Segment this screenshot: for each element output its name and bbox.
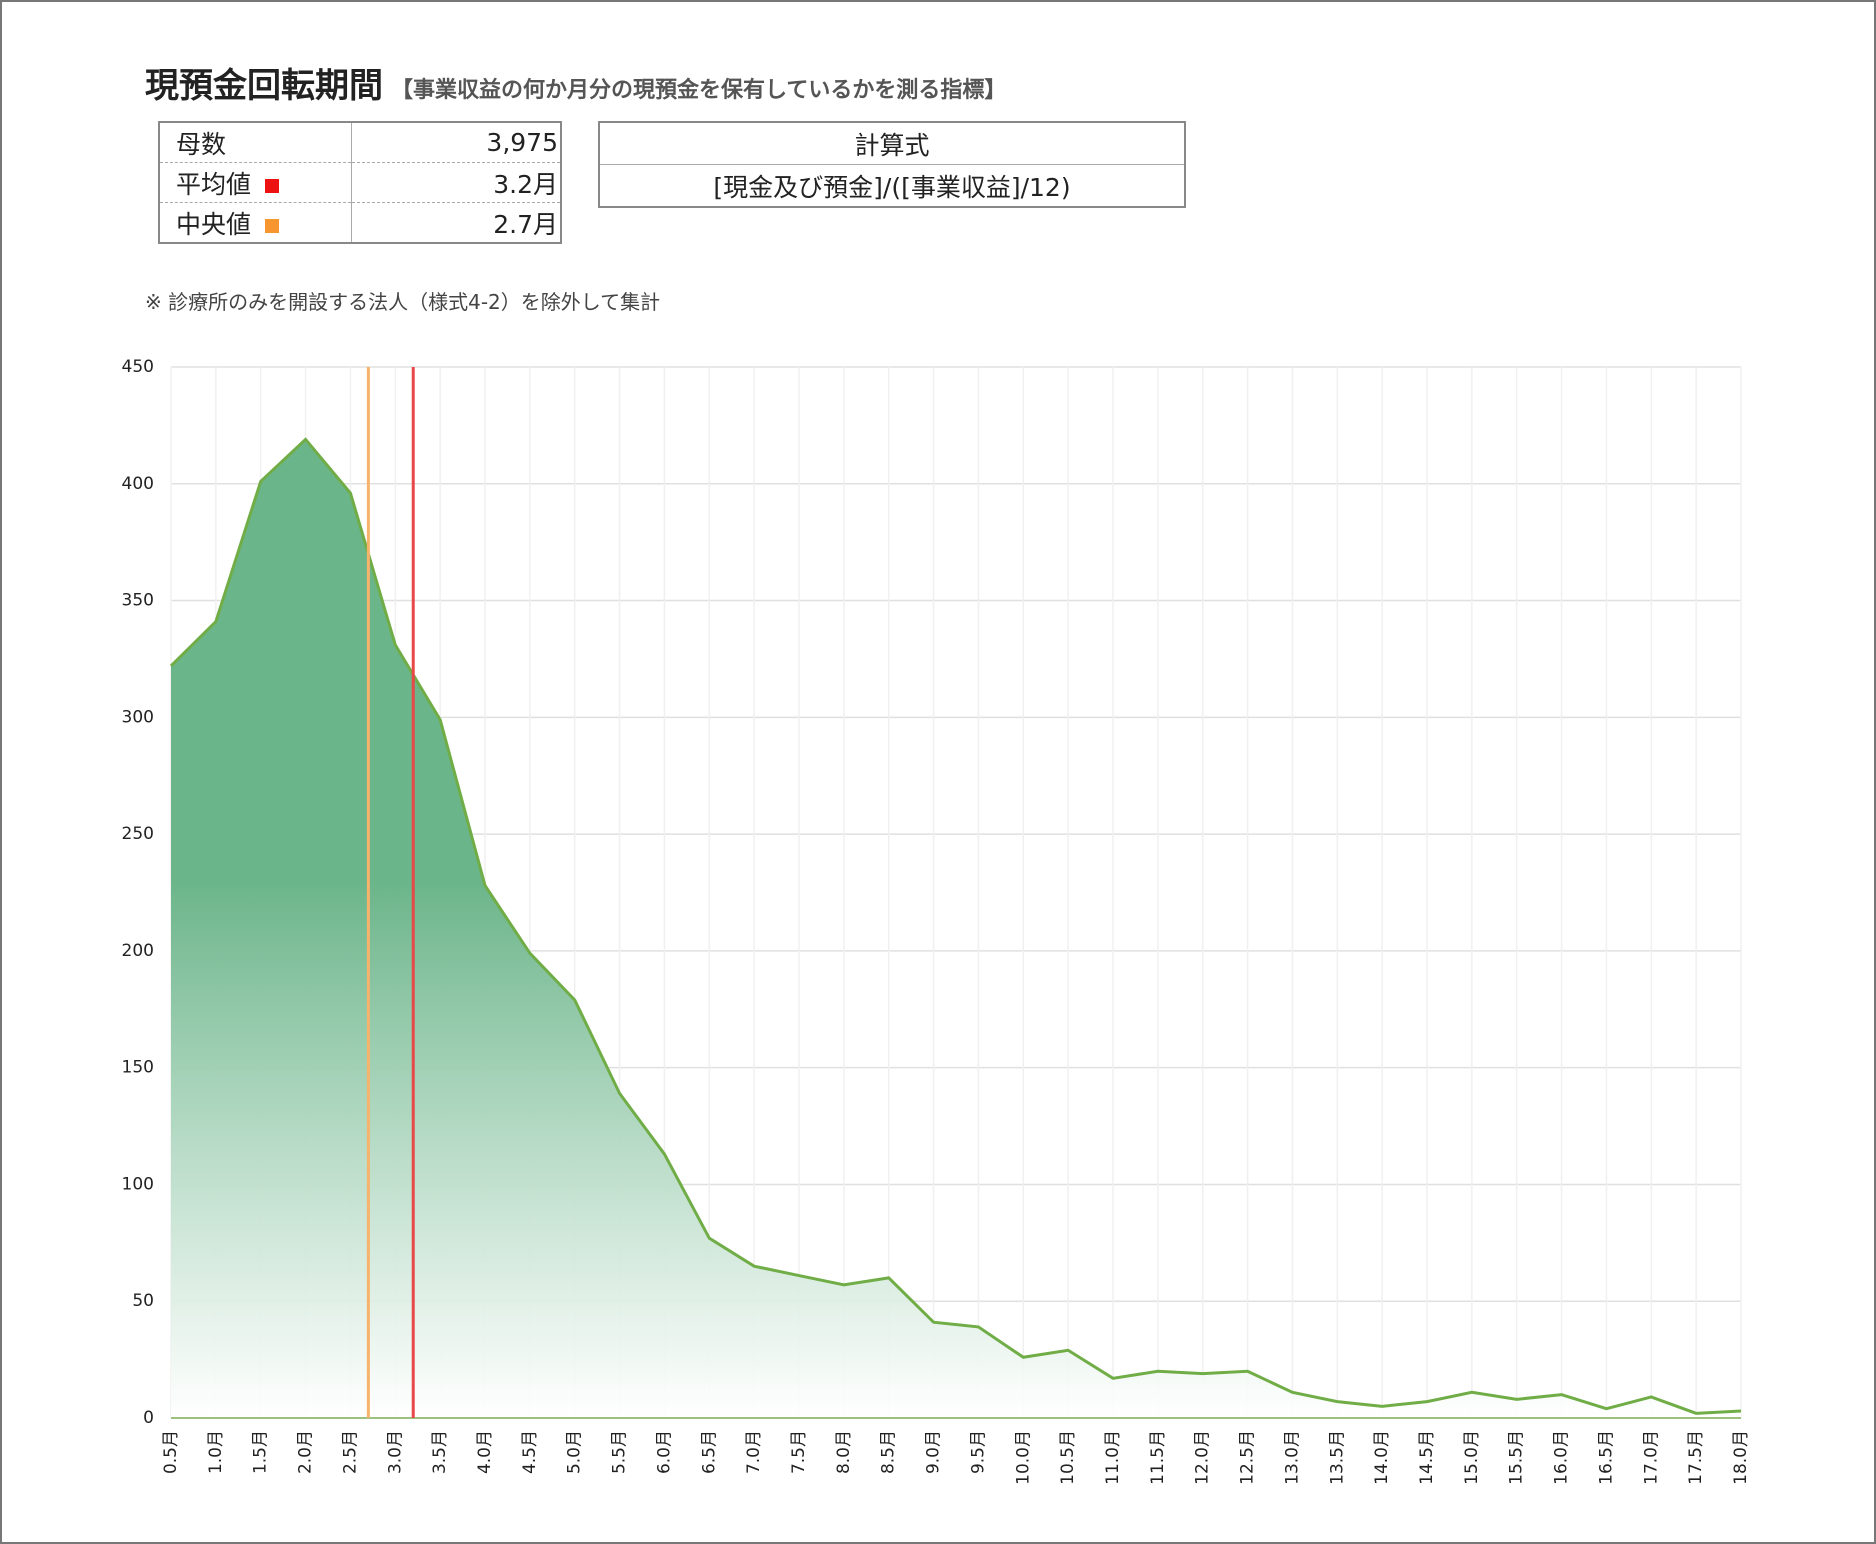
label: 平均値 [176, 169, 252, 199]
x-tick-label: 5.0月 [565, 1430, 585, 1474]
cell: [現金及び預金]/([事業収益]/12) [599, 164, 1185, 208]
cell: 計算式 [599, 122, 1185, 165]
y-tick-label: 400 [122, 474, 154, 494]
x-tick-label: 4.5月 [520, 1430, 540, 1474]
x-tick-label: 4.0月 [475, 1430, 495, 1474]
cell: 平均値 [159, 162, 352, 203]
cell: 母数 [159, 122, 352, 163]
x-tick-label: 3.0月 [385, 1430, 405, 1474]
x-tick-label: 16.5月 [1596, 1430, 1616, 1485]
y-tick-label: 150 [122, 1058, 154, 1078]
x-tick-label: 1.5月 [251, 1430, 271, 1474]
x-tick-label: 15.5月 [1507, 1430, 1527, 1485]
x-tick-label: 0.5月 [161, 1430, 181, 1474]
x-tick-label: 7.0月 [744, 1430, 764, 1474]
row: 中央値 2.7月 [159, 202, 561, 244]
y-tick-label: 250 [122, 824, 154, 844]
row: 計算式 [599, 122, 1185, 165]
y-tick-label: 350 [122, 591, 154, 611]
x-tick-label: 11.5月 [1148, 1430, 1168, 1485]
x-tick-label: 15.0月 [1462, 1430, 1482, 1485]
x-tick-label: 3.5月 [430, 1430, 450, 1474]
x-tick-label: 5.5月 [610, 1430, 630, 1474]
x-tick-label: 9.0月 [924, 1430, 944, 1474]
subtitle: 【事業収益の何か月分の現預金を保有しているかを測る指標】 [391, 78, 1007, 103]
y-tick-label: 0 [143, 1408, 154, 1428]
note: ※ 診療所のみを開設する法人（様式4-2）を除外して集計 [145, 290, 661, 314]
x-tick-label: 6.0月 [654, 1430, 674, 1474]
label: 母数 [176, 129, 227, 159]
x-tick-label: 10.5月 [1058, 1430, 1078, 1485]
x-tick-label: 12.0月 [1193, 1430, 1213, 1485]
x-tick-label: 14.5月 [1417, 1430, 1437, 1485]
cell: 3.2月 [351, 162, 561, 203]
cell: 中央値 [159, 202, 352, 244]
x-tick-label: 13.5月 [1327, 1430, 1347, 1485]
line [169, 437, 1742, 1415]
cell: 3,975 [351, 122, 561, 163]
x-tick-label: 13.0月 [1282, 1430, 1302, 1485]
x-tick-label: 18.0月 [1731, 1430, 1751, 1485]
row: 平均値 3.2月 [159, 162, 561, 203]
formula-table: 計算式 [現金及び預金]/([事業収益]/12) [598, 121, 1186, 208]
row: 母数 3,975 [159, 122, 561, 163]
legend-swatch [265, 178, 280, 193]
x-tick-label: 17.0月 [1641, 1430, 1661, 1485]
x-tick-label: 11.0月 [1103, 1430, 1123, 1485]
x-tick-label: 17.5月 [1686, 1430, 1706, 1485]
x-tick-label: 1.0月 [206, 1430, 226, 1474]
title: 現預金回転期間 [145, 66, 383, 106]
y-tick-label: 450 [122, 357, 154, 377]
x-tick-label: 6.5月 [699, 1430, 719, 1474]
x-tick-label: 12.5月 [1238, 1430, 1258, 1485]
row: [現金及び預金]/([事業収益]/12) [599, 164, 1185, 208]
legend-swatch [265, 218, 280, 233]
y-tick-label: 100 [122, 1174, 154, 1194]
x-tick-label: 2.0月 [296, 1430, 316, 1474]
x-tick-label: 2.5月 [340, 1430, 360, 1474]
y-tick-label: 200 [122, 941, 154, 961]
stats-table: 母数 3,975 平均値 3.2月 中央値 2.7月 [158, 121, 562, 244]
cell: 2.7月 [351, 202, 561, 244]
x-tick-label: 7.5月 [789, 1430, 809, 1474]
y-tick-label: 300 [122, 707, 154, 727]
x-tick-label: 8.0月 [834, 1430, 854, 1474]
x-tick-label: 9.5月 [968, 1430, 988, 1474]
y-tick-label: 50 [132, 1291, 154, 1311]
title-block: 現預金回転期間 【事業収益の何か月分の現預金を保有しているかを測る指標】 [145, 58, 1006, 107]
x-tick-label: 16.0月 [1552, 1430, 1572, 1485]
x-tick-label: 14.0月 [1372, 1430, 1392, 1485]
label: 中央値 [176, 209, 252, 239]
area [171, 439, 1741, 1418]
x-tick-label: 10.0月 [1013, 1430, 1033, 1485]
x-tick-label: 8.5月 [879, 1430, 899, 1474]
